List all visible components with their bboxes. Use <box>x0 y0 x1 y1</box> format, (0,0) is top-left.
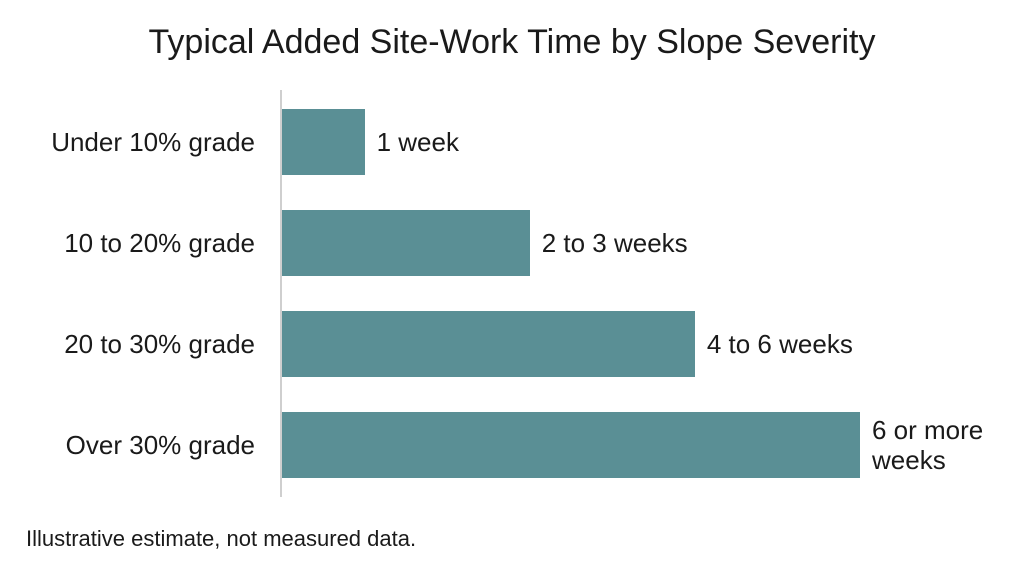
category-label: 10 to 20% grade <box>64 228 255 258</box>
value-label: 1 week <box>376 127 459 157</box>
category-label: Over 30% grade <box>65 430 255 460</box>
value-label: 4 to 6 weeks <box>706 329 853 359</box>
value-label: 6 or more weeks <box>872 415 984 475</box>
category-label: Under 10% grade <box>51 127 255 157</box>
value-label: 2 to 3 weeks <box>541 228 688 258</box>
bar <box>282 412 860 478</box>
bar <box>282 210 530 276</box>
footnote: Illustrative estimate, not measured data… <box>26 526 417 551</box>
bar <box>282 109 365 175</box>
chart-title: Typical Added Site-Work Time by Slope Se… <box>148 23 876 61</box>
axis-line <box>280 90 282 497</box>
category-label: 20 to 30% grade <box>64 329 255 359</box>
bar <box>282 311 695 377</box>
